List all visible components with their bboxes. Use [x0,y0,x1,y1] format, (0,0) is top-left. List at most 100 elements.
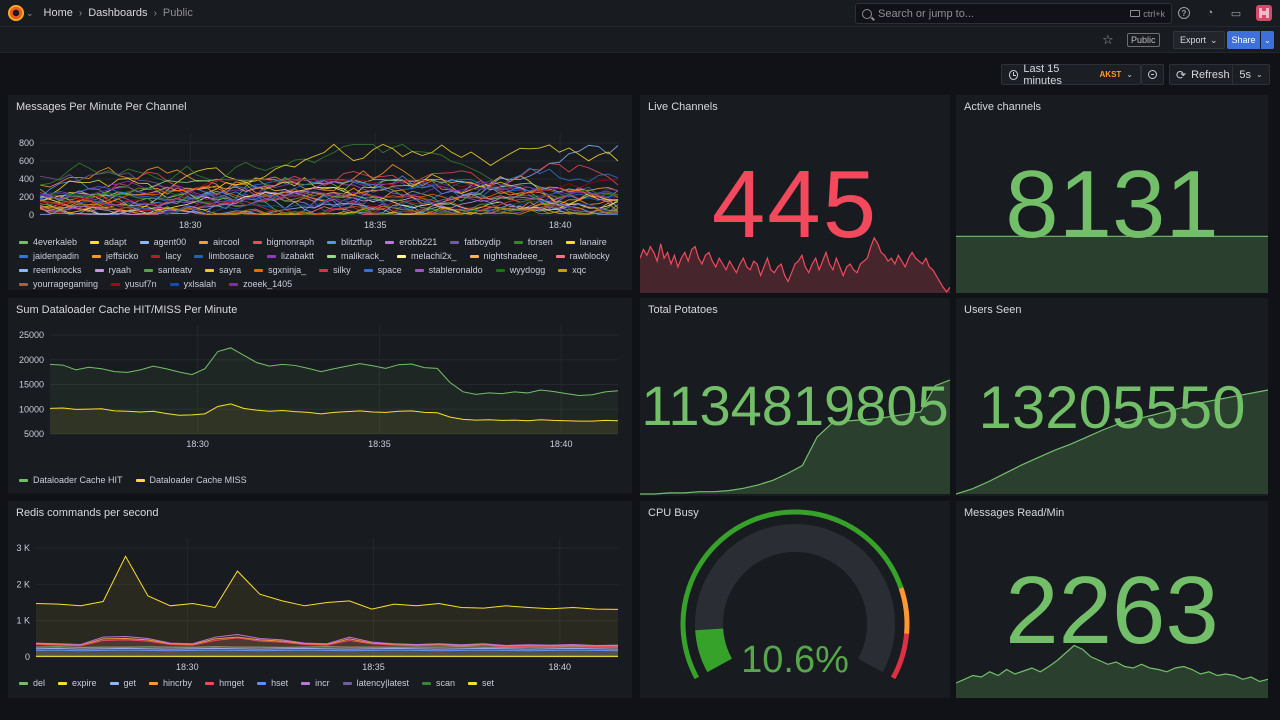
legend-label: wyydogg [509,265,546,275]
refresh-button[interactable]: ⟳ Refresh [1169,64,1233,85]
cpu-busy-value: 10.6% [741,639,849,681]
x-tick-label: 18:35 [364,220,387,230]
legend-item[interactable]: bigmonraph [252,237,314,247]
legend-item[interactable]: incr [301,678,330,688]
legend-item[interactable]: expire [58,678,97,688]
x-tick-label: 18:35 [362,662,385,672]
clock-icon [1009,69,1019,80]
legend-item[interactable]: jeffsicko [92,251,138,261]
legend-swatch [144,268,154,272]
legend-item[interactable]: stableronaldo [414,265,483,275]
legend-item[interactable]: get [109,678,137,688]
panel-active-channels[interactable]: Active channels 8131 [956,95,1268,293]
legend-item[interactable]: hset [257,678,288,688]
legend-item[interactable]: fatboydip [450,237,501,247]
gauge-threshold-arc [680,509,904,680]
legend-item[interactable]: set [468,678,494,688]
time-range-picker[interactable]: Last 15 minutes AKST ⌄ [1001,63,1141,87]
sparkline-area [640,380,950,494]
panel-cpu-busy[interactable]: CPU Busy 10.6% [640,501,950,698]
legend-swatch [257,681,267,685]
search-input[interactable]: Search or jump to... ctrl+k [855,3,1172,24]
panel-users-seen[interactable]: Users Seen 13205550 [956,298,1268,496]
legend-item[interactable]: Dataloader Cache HIT [19,475,123,485]
legend-item[interactable]: yusuf7n [111,279,157,289]
series-area [36,637,618,657]
zoom-out-button[interactable] [1141,64,1164,85]
legend-item[interactable]: scan [421,678,455,688]
legend-item[interactable]: agent00 [139,237,186,247]
channel-line [39,191,619,215]
legend-item[interactable]: hincrby [149,678,192,688]
legend-item[interactable]: sgxninja_ [254,265,306,275]
panel-redis-commands[interactable]: Redis commands per second 3 K 2 K 1 K 0 18:3… [8,501,632,698]
chevron-down-icon[interactable]: ⌄ [26,7,34,18]
legend-item[interactable]: aircool [199,237,240,247]
legend-swatch [149,681,159,685]
y-tick-label: 15000 [19,380,44,390]
legend-item[interactable]: xqc [558,265,586,275]
legend-item[interactable]: sayra [205,265,241,275]
star-icon[interactable]: ☆ [1102,32,1114,47]
panel-total-potatoes[interactable]: Total Potatoes 1134819805 [640,298,950,496]
refresh-interval-picker[interactable]: 5s ⌄ [1233,64,1270,85]
avatar[interactable] [1256,5,1272,21]
legend-item[interactable]: limbosauce [194,251,254,261]
panel-live-channels[interactable]: Live Channels 445 [640,95,950,293]
panel-dataloader-cache[interactable]: Sum Dataloader Cache HIT/MISS Per Minute… [8,298,632,493]
legend: 4everkaleb adapt agent00 aircool bigmonraph b… [19,237,619,289]
share-menu-chevron-icon[interactable]: ⌄ [1261,31,1274,49]
grafana-logo-icon[interactable] [8,5,24,21]
legend-item[interactable]: rawblocky [555,251,610,261]
legend-item[interactable]: silky [319,265,351,275]
legend-item[interactable]: melachi2x_ [397,251,457,261]
legend-swatch [139,240,149,244]
legend-item[interactable]: 4everkaleb [19,237,77,247]
legend-item[interactable]: latency|latest [342,678,409,688]
legend-item[interactable]: ryaah [94,265,131,275]
legend-item[interactable]: reemknocks [19,265,82,275]
legend-item[interactable]: erobb221 [385,237,437,247]
legend-item[interactable]: jaidenpadin [19,251,79,261]
legend-item[interactable]: wyydogg [495,265,546,275]
legend-item[interactable]: lacy [151,251,181,261]
gauge-threshold-arc [890,633,910,680]
panel-title: Messages Per Minute Per Channel [16,101,187,113]
rss-icon[interactable]: ◔ [1206,7,1214,19]
legend-item[interactable]: blitztfup [327,237,372,247]
legend-item[interactable]: forsen [513,237,553,247]
legend-swatch [327,240,337,244]
legend-item[interactable]: del [19,678,45,688]
legend-item[interactable]: adapt [90,237,127,247]
messages-read-sparkline [956,644,1268,698]
x-tick-label: 18:40 [549,220,572,230]
legend-swatch [19,268,28,272]
search-icon [862,8,872,19]
breadcrumb-home[interactable]: Home [43,7,73,19]
panel-messages-per-minute[interactable]: Messages Per Minute Per Channel 800 600 40… [8,95,632,290]
legend-item[interactable]: nightshadeee_ [469,251,543,261]
panel-messages-read[interactable]: Messages Read/Min 2263 [956,501,1268,698]
legend-item[interactable]: hmget [205,678,244,688]
legend-item[interactable]: Dataloader Cache MISS [135,475,247,485]
monitor-icon[interactable]: ▭ [1230,7,1242,20]
legend-item[interactable]: yourragegaming [19,279,98,289]
legend-swatch [229,282,239,286]
legend-item[interactable]: lanaire [565,237,607,247]
x-tick-label: 18:30 [176,662,199,672]
legend-swatch [19,478,28,482]
legend-label: scan [435,678,455,688]
legend-item[interactable]: space [363,265,402,275]
help-icon[interactable]: ? [1178,7,1190,19]
legend-item[interactable]: lizabaktt [266,251,314,261]
legend-swatch [92,254,102,258]
legend-item[interactable]: yxlsalah [169,279,216,289]
legend-label: get [123,678,137,688]
legend-item[interactable]: malikrack_ [326,251,384,261]
export-button[interactable]: Export ⌄ [1173,31,1225,49]
legend-item[interactable]: santeatv [144,265,192,275]
share-button[interactable]: Share [1227,31,1260,49]
breadcrumb-dashboards[interactable]: Dashboards [88,7,148,19]
legend-item[interactable]: zoeek_1405 [229,279,292,289]
legend-label: xqc [572,265,587,275]
